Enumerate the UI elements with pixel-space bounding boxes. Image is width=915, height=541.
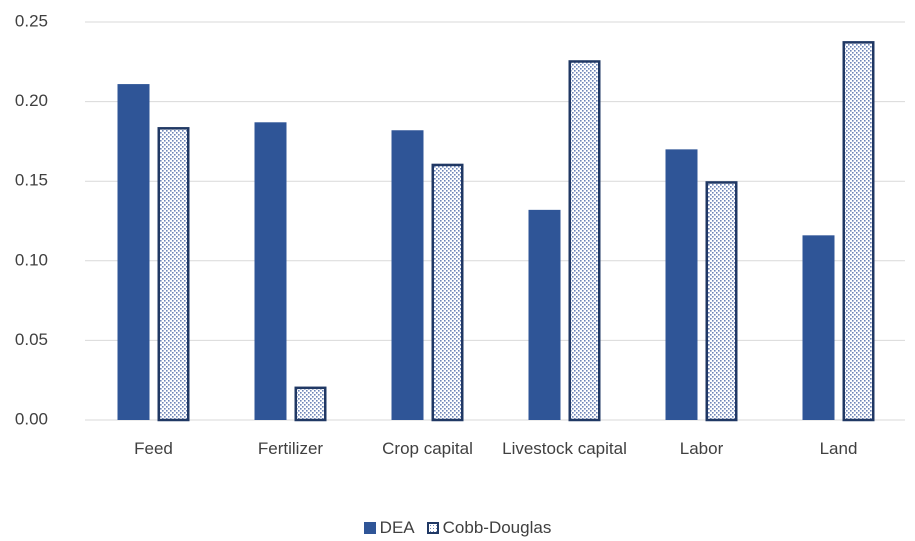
bar xyxy=(842,41,875,422)
x-tick-label: Fertilizer xyxy=(257,439,324,458)
legend-label: DEA xyxy=(379,518,415,537)
y-tick-label: 0.10 xyxy=(15,250,48,269)
bar xyxy=(802,235,835,420)
bar xyxy=(117,84,150,420)
legend-swatch xyxy=(363,522,376,534)
bar xyxy=(705,181,738,422)
bar xyxy=(665,149,698,421)
x-tick-label: Labor xyxy=(679,439,724,458)
bar xyxy=(431,163,464,422)
bar xyxy=(568,60,601,422)
y-tick-label: 0.20 xyxy=(15,91,48,110)
bar xyxy=(528,209,561,420)
legend: DEA Cobb-Douglas xyxy=(0,518,915,538)
bar xyxy=(391,130,424,421)
x-tick-label: Crop capital xyxy=(382,439,473,458)
legend-label: Cobb-Douglas xyxy=(442,518,552,537)
bar xyxy=(157,127,190,422)
y-tick-label: 0.00 xyxy=(15,409,48,428)
x-tick-label: Livestock capital xyxy=(502,439,627,458)
legend-item: DEA xyxy=(363,518,415,538)
legend-swatch xyxy=(426,522,439,534)
bar xyxy=(294,386,327,422)
bar xyxy=(254,122,287,421)
x-tick-label: Land xyxy=(819,439,858,458)
y-tick-label: 0.25 xyxy=(15,11,48,30)
x-tick-label: Feed xyxy=(134,439,173,458)
legend-item: Cobb-Douglas xyxy=(426,518,552,538)
y-tick-label: 0.05 xyxy=(15,330,48,349)
y-tick-label: 0.15 xyxy=(15,171,48,190)
